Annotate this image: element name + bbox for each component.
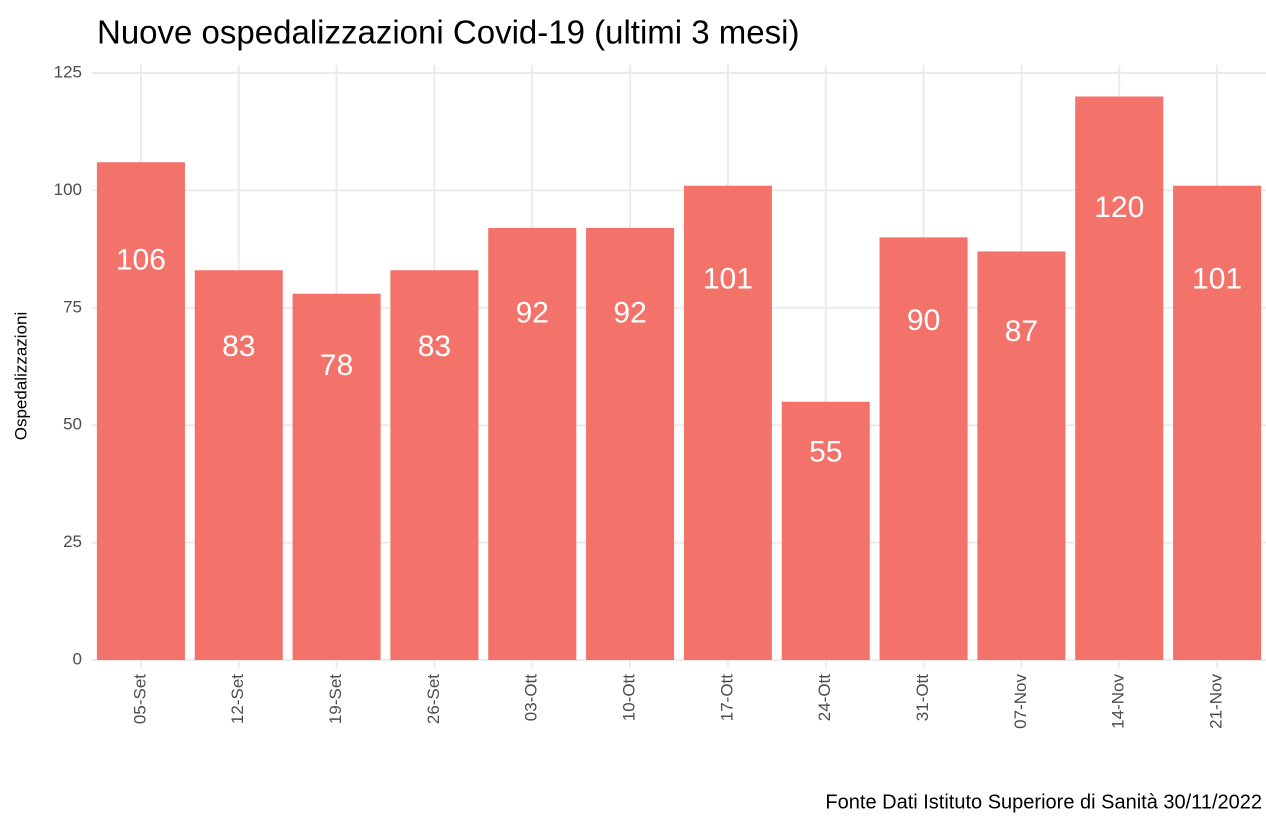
bar — [879, 237, 968, 661]
y-tick-label: 125 — [54, 62, 82, 81]
chart-title: Nuove ospedalizzazioni Covid-19 (ultimi … — [97, 14, 799, 51]
data-label: 83 — [222, 330, 255, 363]
data-label: 92 — [516, 296, 549, 329]
bar — [1075, 96, 1164, 661]
y-tick-label: 75 — [63, 297, 82, 316]
bar — [390, 270, 479, 660]
x-tick-label: 03-Ott — [522, 674, 541, 722]
data-label: 106 — [116, 244, 166, 277]
x-tick-label: 12-Set — [228, 674, 247, 724]
data-label: 90 — [907, 304, 940, 337]
y-tick-label: 50 — [63, 415, 82, 434]
x-tick-label: 14-Nov — [1109, 674, 1128, 729]
data-label: 101 — [703, 262, 753, 295]
data-label: 87 — [1005, 315, 1038, 348]
x-tick-label: 26-Set — [424, 674, 443, 724]
bar — [977, 251, 1066, 660]
x-tick-label: 31-Ott — [913, 674, 932, 722]
data-label: 78 — [320, 349, 353, 382]
bar — [586, 227, 675, 660]
x-tick-label: 05-Set — [130, 674, 149, 724]
bar — [96, 162, 185, 660]
y-tick-label: 100 — [54, 180, 82, 199]
data-label: 83 — [418, 330, 451, 363]
x-tick-label: 21-Nov — [1207, 674, 1226, 729]
x-tick-label: 07-Nov — [1011, 674, 1030, 729]
bar — [292, 293, 381, 660]
x-tick-label: 24-Ott — [815, 674, 834, 722]
bar — [683, 185, 772, 661]
x-tick-label: 17-Ott — [717, 674, 736, 722]
x-tick-label: 10-Ott — [620, 674, 639, 722]
bar — [488, 227, 577, 660]
caption: Fonte Dati Istituto Superiore di Sanità … — [825, 791, 1262, 813]
y-axis-title: Ospedalizzazioni — [11, 312, 30, 441]
bar — [781, 401, 870, 660]
data-label: 120 — [1094, 191, 1144, 224]
y-tick-label: 25 — [63, 532, 82, 551]
bar — [194, 270, 283, 660]
x-tick-label: 19-Set — [326, 674, 345, 724]
y-tick-label: 0 — [73, 649, 82, 668]
data-label: 92 — [613, 296, 646, 329]
data-label: 55 — [809, 435, 842, 468]
bar — [1173, 185, 1262, 661]
data-label: 101 — [1192, 262, 1242, 295]
